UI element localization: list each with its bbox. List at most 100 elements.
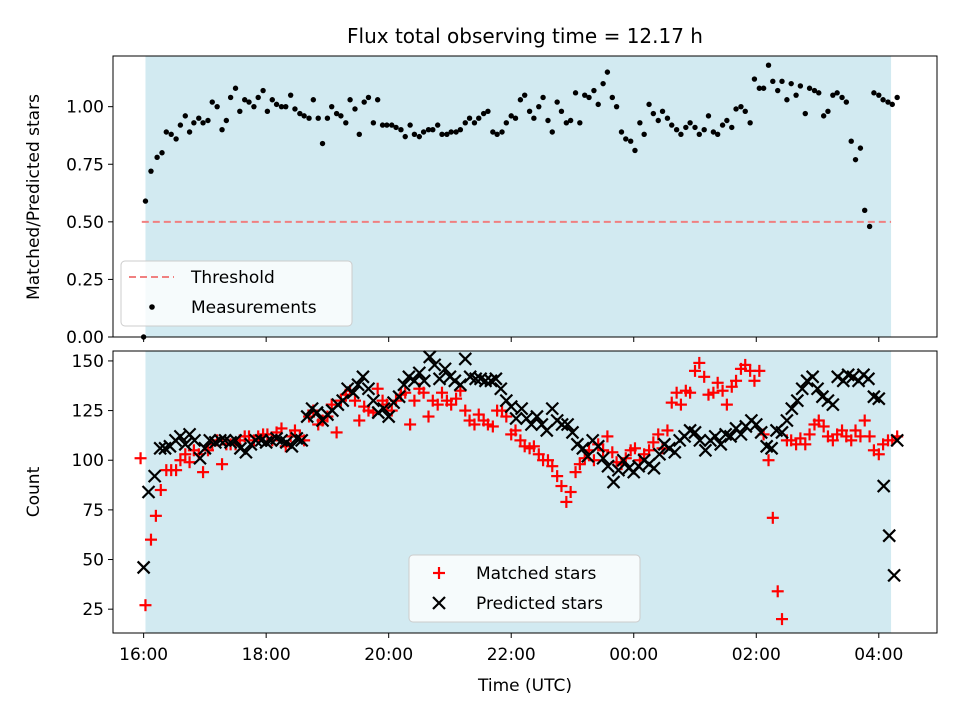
- bottom-y-ticks: 25 50 75 100 125 150: [72, 352, 113, 620]
- predicted-star-point: [392, 389, 406, 404]
- measurement-point: [540, 94, 546, 101]
- predicted-star-point: [713, 437, 728, 452]
- measurement-point: [613, 103, 620, 110]
- measurement-point: [453, 129, 459, 135]
- predicted-star-point: [381, 409, 396, 424]
- matched-star-point: [684, 386, 697, 399]
- predicted-star-point: [310, 405, 324, 420]
- matched-star-point: [689, 364, 702, 377]
- measurement-point: [779, 78, 785, 85]
- measurement-point: [742, 108, 748, 114]
- matched-star-point: [587, 454, 600, 467]
- measurement-point: [806, 85, 813, 91]
- measurement-point: [420, 129, 427, 135]
- measurement-point: [273, 101, 280, 108]
- measurement-point: [852, 156, 859, 163]
- measurement-point: [618, 129, 625, 135]
- predicted-star-point: [458, 352, 473, 366]
- matched-star-point: [766, 511, 779, 524]
- top-y-tick-label: 1.00: [66, 98, 104, 118]
- predicted-star-point: [539, 423, 554, 438]
- predicted-star-point: [198, 441, 212, 456]
- measurement-point: [232, 85, 239, 91]
- measurement-point: [600, 80, 606, 87]
- measurement-point: [425, 127, 432, 133]
- predicted-star-point: [453, 377, 468, 392]
- measurement-point: [315, 115, 321, 121]
- matched-star-point: [776, 613, 789, 626]
- predicted-star-point: [294, 433, 309, 448]
- measurement-point: [641, 131, 647, 138]
- predicted-star-point: [606, 475, 621, 489]
- chart-title: Flux total observing time = 12.17 h: [347, 24, 703, 48]
- measurement-point: [623, 136, 629, 142]
- measurement-point: [407, 122, 413, 128]
- predicted-star-point: [248, 433, 263, 448]
- legend-measurement-label: Measurements: [191, 298, 317, 318]
- measurement-point: [182, 113, 188, 119]
- measurement-point: [292, 106, 298, 112]
- measurement-point: [531, 115, 537, 121]
- measurement-point: [756, 85, 763, 91]
- matched-star-point: [197, 466, 210, 479]
- predicted-star-point: [478, 374, 493, 388]
- measurement-point: [788, 80, 794, 87]
- measurement-point: [738, 103, 744, 110]
- matched-star-point: [817, 420, 830, 433]
- predicted-star-point: [412, 366, 427, 380]
- matched-star-point: [674, 398, 687, 411]
- matched-star-point: [799, 438, 812, 451]
- measurement-point: [747, 120, 753, 126]
- measurement-point: [205, 117, 211, 124]
- predicted-star-point: [335, 393, 350, 408]
- matched-star-point: [711, 376, 724, 389]
- measurement-point: [517, 97, 524, 103]
- measurement-point: [191, 120, 197, 126]
- predicted-star-point: [560, 417, 575, 432]
- measurement-point: [196, 115, 202, 121]
- bottom-legend-box: [408, 554, 641, 623]
- predicted-star-point: [861, 372, 876, 386]
- matched-star-point: [748, 374, 761, 387]
- top-legend-box: [120, 260, 353, 327]
- measurement-point: [343, 120, 349, 126]
- matched-star-point: [486, 420, 499, 433]
- bottom-y-tick-label: 150: [72, 352, 104, 372]
- predicted-star-point: [397, 377, 411, 392]
- matched-star-point: [527, 440, 540, 453]
- measurement-point: [159, 150, 165, 156]
- measurement-point: [301, 113, 307, 119]
- legend-measurement-swatch: [149, 304, 155, 310]
- bottom-y-axis-label: Count: [24, 466, 44, 517]
- matched-star-point: [348, 394, 361, 407]
- matched-star-point: [716, 384, 729, 397]
- top-y-ticks: 0.00 0.25 0.50 0.75 1.00: [66, 98, 113, 348]
- legend-predicted-swatch: [432, 596, 446, 610]
- measurement-point: [512, 115, 519, 121]
- predicted-star-point: [775, 425, 789, 440]
- measurement-point: [168, 131, 174, 138]
- matched-star-point: [569, 466, 582, 479]
- matched-star-point: [408, 394, 421, 407]
- matched-star-point: [170, 464, 183, 477]
- measurement-point: [595, 101, 601, 108]
- predicted-star-point: [136, 560, 151, 575]
- bottom-y-tick-label: 75: [82, 501, 104, 521]
- legend-matched-label: Matched stars: [476, 564, 596, 584]
- predicted-star-point: [494, 381, 508, 396]
- predicted-star-point: [890, 433, 904, 448]
- measurement-point: [444, 131, 450, 138]
- measurement-point: [310, 97, 317, 103]
- measurement-point: [659, 108, 666, 114]
- measurement-point: [503, 120, 510, 126]
- matched-star-point: [149, 509, 162, 522]
- top-y-tick-label: 0.50: [66, 213, 104, 233]
- measurement-point: [237, 108, 243, 114]
- measurement-point: [490, 129, 496, 135]
- predicted-star-point: [698, 443, 713, 458]
- matched-star-point: [468, 418, 481, 431]
- measurement-point: [770, 78, 776, 85]
- predicted-star-point: [228, 433, 243, 448]
- measurement-point: [439, 131, 445, 138]
- measurement-point: [370, 120, 377, 126]
